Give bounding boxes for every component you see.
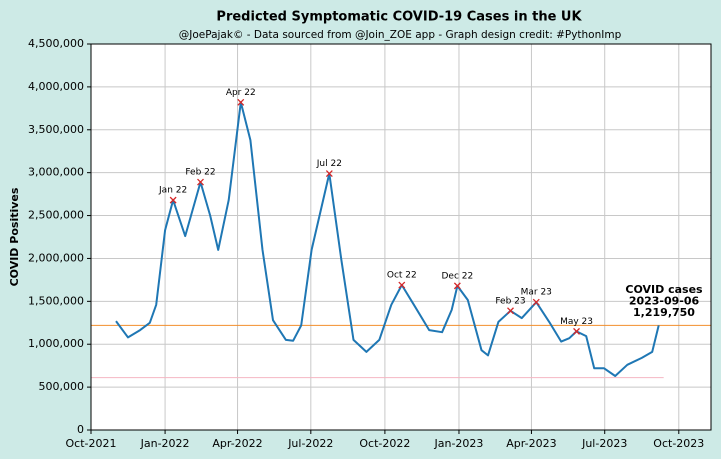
peak-marker [573,327,580,335]
peak-marker [398,281,406,289]
x-tick-label: Jan-2022 [140,437,190,450]
x-tick-label: Jul-2022 [287,437,333,450]
y-tick-label: 4,500,000 [28,37,84,50]
y-tick-label: 0 [77,423,84,436]
y-tick-label: 2,000,000 [28,251,84,264]
annotation: Jan 22 [158,186,187,196]
peak-marker [237,98,245,106]
y-tick-label: 3,500,000 [28,123,84,136]
peak-marker [507,307,514,315]
latest-note: 2023-09-06 [629,295,700,308]
peak-marker [453,282,461,290]
x-tick-label: Oct-2023 [653,437,704,450]
peak-marker [532,298,540,306]
chart-subtitle: @JoePajak© - Data sourced from @Join_ZOE… [179,29,622,41]
peak-marker [197,178,204,186]
chart-title: Predicted Symptomatic COVID-19 Cases in … [216,10,582,25]
y-tick-label: 500,000 [39,380,85,393]
annotation: Jul 22 [316,159,342,169]
latest-note: COVID cases [625,283,703,296]
annotation: Dec 22 [441,271,473,281]
annotation: Feb 22 [185,168,215,178]
x-tick-label: Apr-2022 [212,437,262,450]
y-tick-label: 3,000,000 [28,166,84,179]
x-tick-label: Jul-2023 [581,437,627,450]
latest-note: 1,219,750 [633,306,695,319]
peak-marker [169,196,177,204]
y-axis-label: COVID Positives [8,187,21,286]
plot-frame [90,43,712,431]
annotation: Apr 22 [226,88,256,98]
x-tick-label: Oct-2022 [359,437,410,450]
y-tick-label: 1,000,000 [28,337,84,350]
annotation: Feb 23 [495,296,525,306]
annotation: May 23 [560,317,593,327]
y-tick-label: 1,500,000 [28,294,84,307]
plot-area [91,44,711,430]
y-tick-label: 2,500,000 [28,209,84,222]
annotation: Mar 23 [521,288,552,298]
peak-marker [325,170,333,177]
y-tick-label: 4,000,000 [28,80,84,93]
x-tick-label: Apr-2023 [506,437,556,450]
x-tick-label: Oct-2021 [66,437,117,450]
x-tick-label: Jan-2023 [434,437,484,450]
annotation: Oct 22 [387,271,417,281]
